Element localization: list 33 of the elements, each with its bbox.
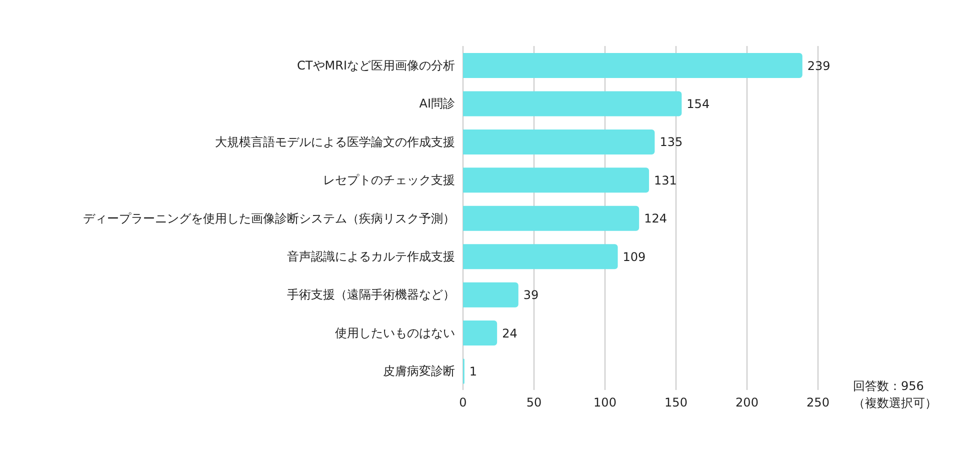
x-tick-label: 250 (806, 396, 830, 410)
x-tick-label: 150 (664, 396, 688, 410)
respondent-note: 回答数：956 （複数選択可） (853, 378, 937, 412)
data-label: 124 (644, 212, 667, 226)
bar (463, 206, 640, 231)
bar (463, 168, 650, 193)
y-tick-label: 音声認識によるカルテ作成支援 (287, 249, 455, 264)
bar (463, 91, 682, 116)
y-tick-label: レセプトのチェック支援 (323, 173, 455, 188)
bar (463, 244, 618, 270)
data-label: 135 (660, 135, 683, 150)
data-label: 154 (686, 96, 710, 111)
data-label: 131 (654, 173, 677, 188)
x-tick-label: 200 (736, 396, 758, 410)
bar (463, 282, 518, 308)
bar (463, 320, 498, 346)
data-label: 39 (523, 288, 539, 302)
x-tick-label: 0 (459, 396, 467, 410)
y-tick-label: ディープラーニングを使用した画像診断システム（疾病リスク予測） (83, 211, 455, 226)
y-tick-label: 手術支援（遠隔手術機器など） (287, 288, 455, 302)
x-tick-label: 50 (526, 396, 542, 410)
data-label: 1 (469, 364, 478, 379)
y-tick-label: CTやMRIなど医用画像の分析 (297, 58, 455, 72)
data-label: 24 (502, 326, 518, 340)
x-tick-label: 100 (594, 396, 616, 410)
bar (463, 129, 655, 154)
y-tick-label: 使用したいものはない (335, 326, 455, 340)
y-tick-label: 大規模言語モデルによる医学論文の作成支援 (215, 134, 455, 149)
data-label: 239 (807, 58, 830, 73)
y-tick-label: AI問診 (419, 96, 455, 111)
y-tick-label: 皮膚病変診断 (383, 364, 455, 378)
bar (463, 53, 802, 78)
data-label: 109 (622, 250, 646, 264)
